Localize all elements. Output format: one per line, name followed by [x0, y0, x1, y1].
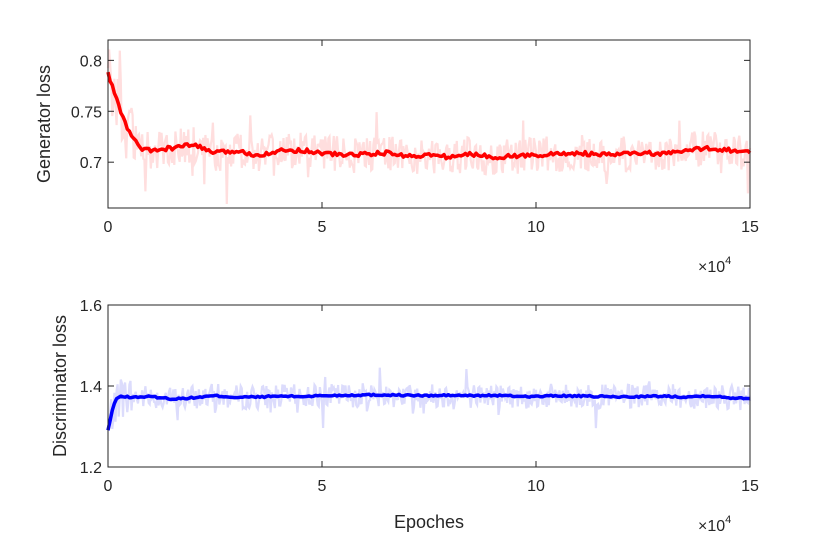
discriminator-smoothed-line: [106, 392, 750, 431]
generator-loss-plot: 0 5 10 15 0.7 0.75 0.8 Generator loss ×104: [34, 39, 759, 276]
generator-x-exponent-label: ×104: [698, 255, 731, 276]
discriminator-loss-plot: 0 5 10 15 1.2 1.4 1.6 Discriminator loss Epoch…: [50, 298, 759, 535]
generator-smoothed-line: [106, 71, 752, 161]
discriminator-x-tick-label: 15: [741, 478, 759, 495]
generator-x-tick-label: 10: [527, 219, 545, 236]
discriminator-x-tick-label: 10: [527, 478, 545, 495]
discriminator-smoothed-series: [106, 392, 750, 431]
generator-x-tick-label: 0: [104, 219, 113, 236]
discriminator-raw-series: [106, 367, 752, 430]
generator-axis-ticks: 0 5 10 15 0.7 0.75 0.8: [71, 40, 759, 236]
generator-smoothed-series: [106, 71, 752, 161]
discriminator-axis-ticks: 0 5 10 15 1.2 1.4 1.6: [80, 298, 759, 495]
generator-x-tick-label: 15: [741, 219, 759, 236]
discriminator-x-tick-label: 5: [318, 478, 327, 495]
generator-raw-series: [106, 49, 752, 205]
discriminator-y-tick-label: 1.4: [80, 379, 102, 396]
generator-x-tick-label: 5: [318, 219, 327, 236]
discriminator-x-axis-label: Epoches: [394, 512, 464, 532]
generator-raw-line: [106, 49, 752, 205]
generator-y-tick-label: 0.8: [80, 53, 102, 70]
discriminator-y-tick-label: 1.2: [80, 460, 102, 477]
discriminator-y-axis-label: Discriminator loss: [50, 315, 70, 457]
generator-plot-frame: [107, 39, 751, 209]
generator-y-axis-label: Generator loss: [34, 65, 54, 183]
discriminator-raw-line: [106, 367, 752, 430]
generator-y-tick-label: 0.75: [71, 104, 102, 121]
discriminator-x-tick-label: 0: [104, 478, 113, 495]
discriminator-plot-frame: [107, 304, 751, 468]
discriminator-y-tick-label: 1.6: [80, 298, 102, 315]
discriminator-x-exponent-label: ×104: [698, 514, 731, 535]
generator-y-tick-label: 0.7: [80, 155, 102, 172]
